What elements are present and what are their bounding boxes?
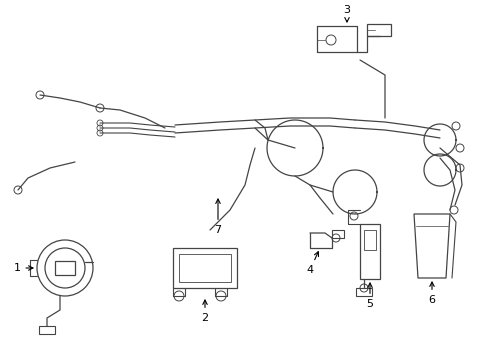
Text: 1: 1 <box>14 263 33 273</box>
Text: 7: 7 <box>214 199 221 235</box>
Bar <box>363 230 375 250</box>
Bar <box>55 261 75 275</box>
Bar <box>359 224 379 279</box>
Text: 5: 5 <box>366 283 373 309</box>
Bar <box>366 24 390 36</box>
Text: 6: 6 <box>427 282 435 305</box>
Text: 4: 4 <box>306 252 318 275</box>
Bar <box>331 230 343 238</box>
Bar <box>39 326 55 334</box>
Text: 2: 2 <box>201 300 208 323</box>
Bar <box>179 254 230 282</box>
Text: 3: 3 <box>343 5 350 22</box>
Bar <box>355 288 371 296</box>
Bar <box>173 248 237 288</box>
